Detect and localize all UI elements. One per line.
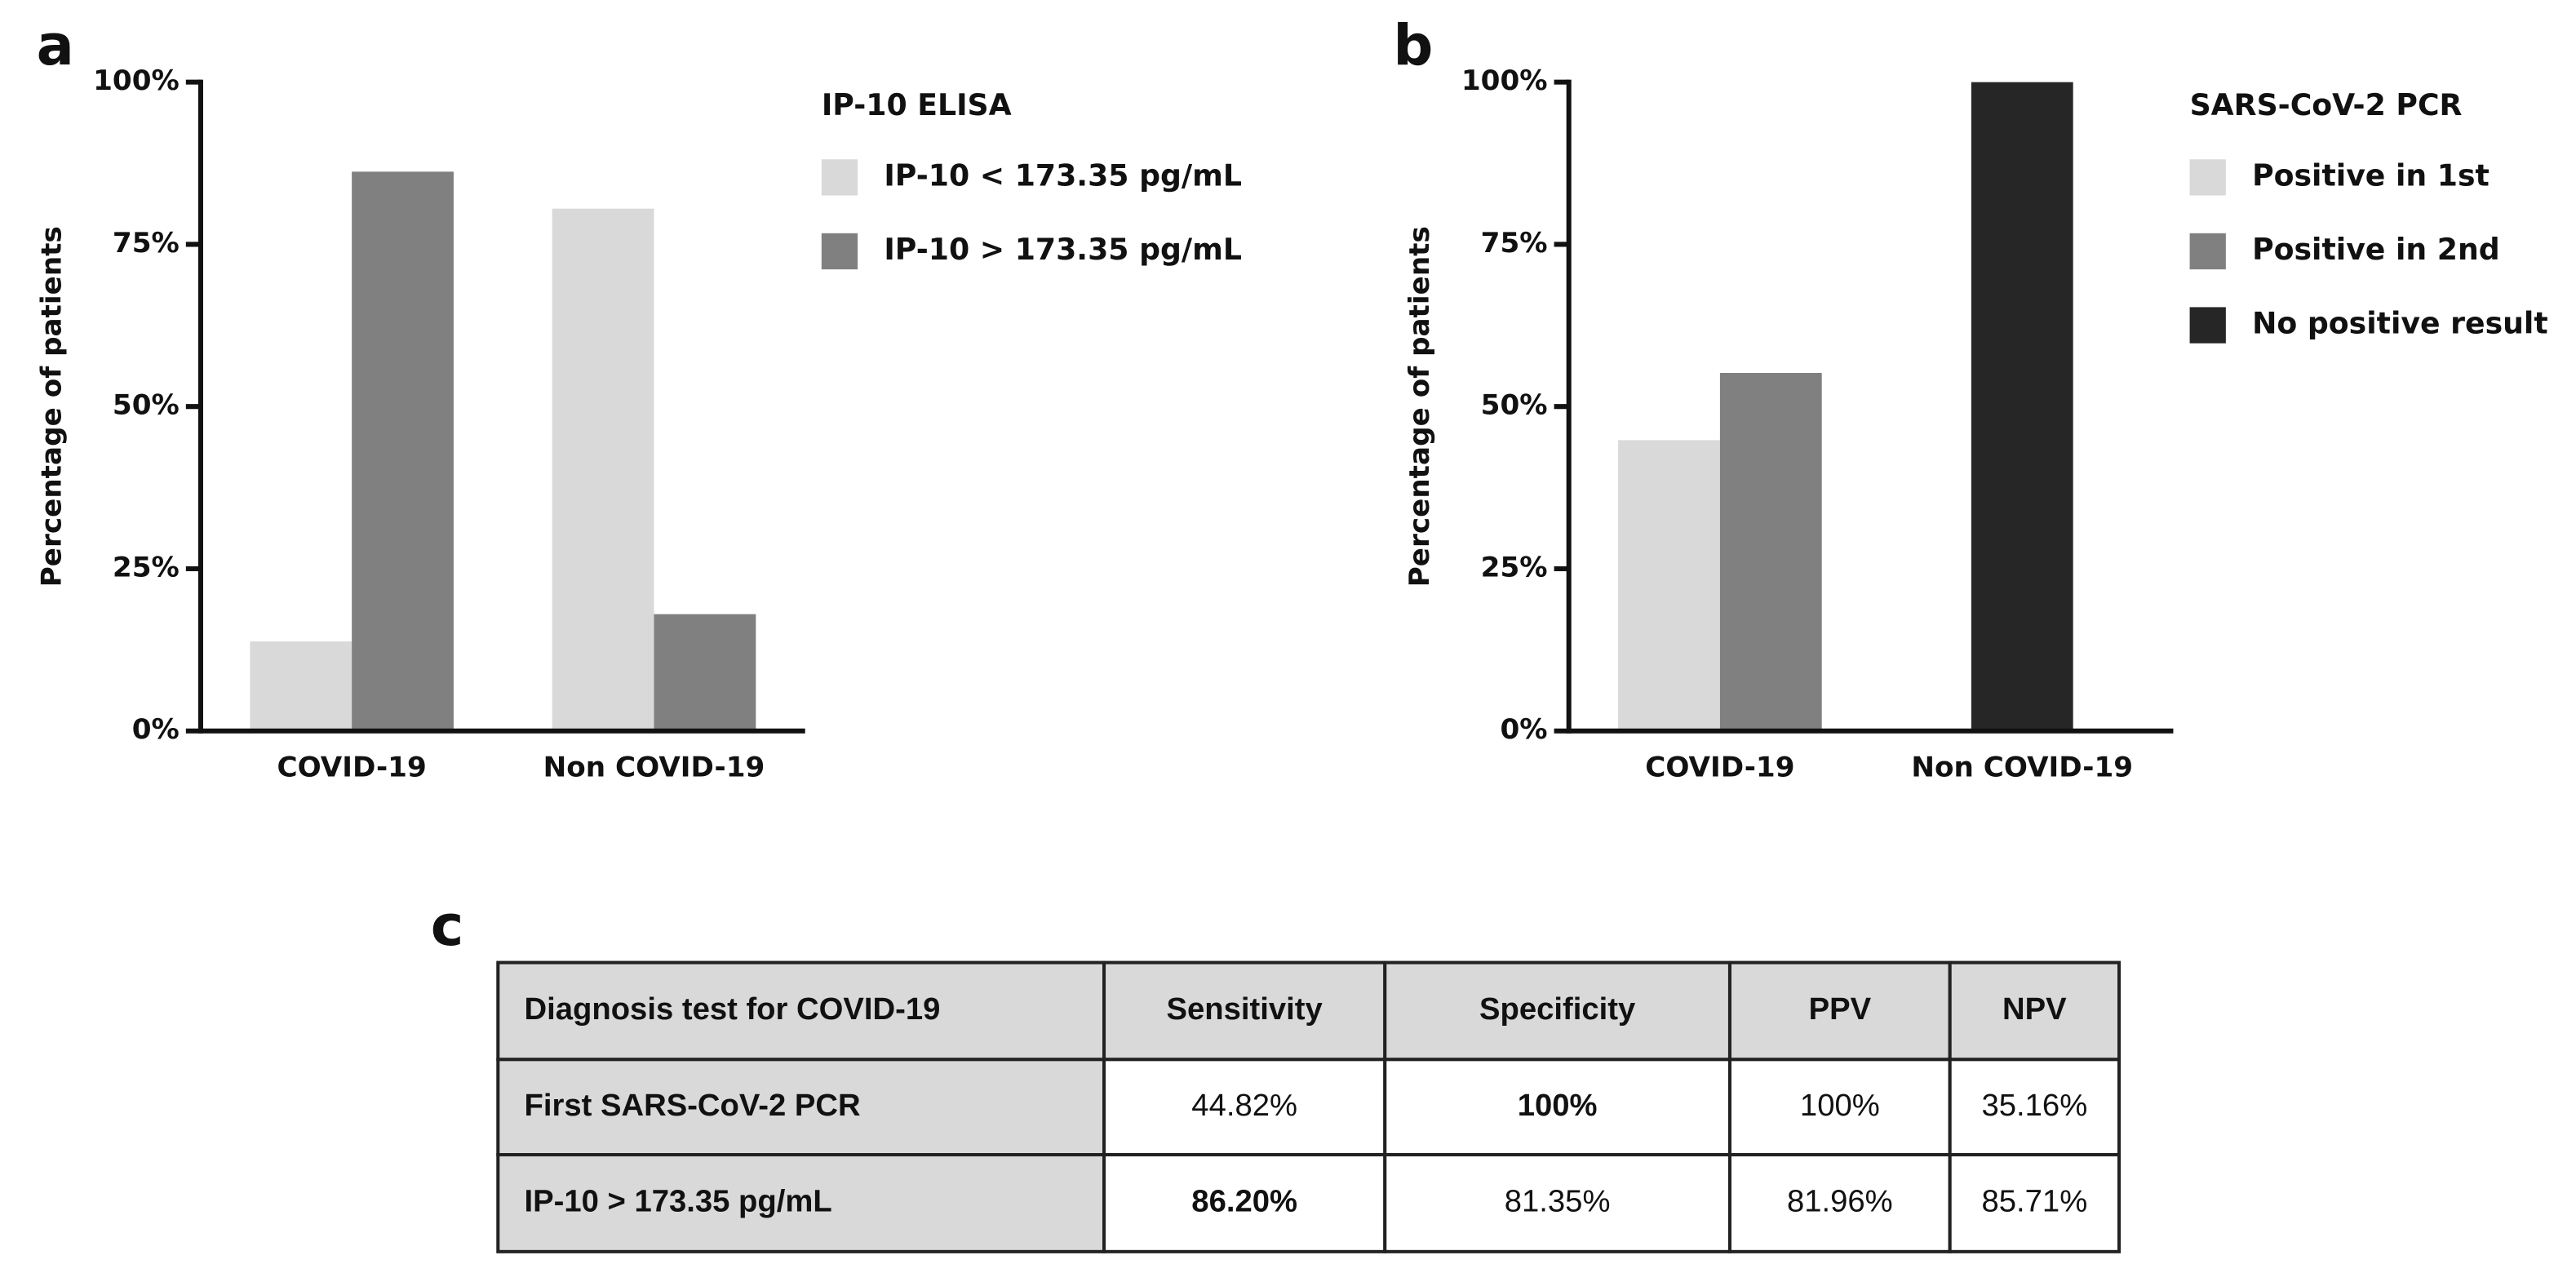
y-axis-title: Percentage of patients bbox=[35, 226, 68, 587]
table-header: Specificity bbox=[1479, 991, 1636, 1027]
x-tick-label: Non COVID-19 bbox=[1911, 752, 2133, 784]
table-value: 35.16% bbox=[1982, 1088, 2088, 1123]
legend-swatch bbox=[821, 159, 858, 196]
table-header: NPV bbox=[2002, 991, 2067, 1027]
legend-title: IP-10 ELISA bbox=[822, 87, 1012, 122]
legend-title: SARS-CoV-2 PCR bbox=[2190, 87, 2463, 122]
legend-swatch bbox=[2189, 307, 2226, 344]
table-cell bbox=[1948, 960, 2122, 1062]
table-header: Sensitivity bbox=[1167, 991, 1323, 1027]
table-value: 81.35% bbox=[1505, 1184, 1611, 1219]
table-value: 100% bbox=[1518, 1088, 1598, 1123]
panel-label: a bbox=[37, 13, 74, 78]
table-cell bbox=[1948, 1153, 2122, 1253]
bar bbox=[654, 614, 756, 731]
table-cell bbox=[1102, 1153, 1387, 1253]
y-tick-label: 50% bbox=[1481, 389, 1548, 422]
x-tick-label: Non COVID-19 bbox=[543, 752, 765, 784]
bar bbox=[1618, 440, 1720, 731]
table-value: 86.20% bbox=[1191, 1184, 1297, 1219]
legend-label: IP-10 > 173.35 pg/mL bbox=[884, 232, 1242, 267]
table-cell bbox=[1383, 1153, 1731, 1253]
table-header: PPV bbox=[1809, 991, 1872, 1027]
table-cell bbox=[1948, 1058, 2122, 1157]
table-cell bbox=[1102, 1058, 1387, 1157]
bar bbox=[250, 641, 352, 731]
table-cell bbox=[1727, 1153, 1952, 1253]
y-tick-label: 0% bbox=[132, 713, 180, 746]
y-tick-label: 75% bbox=[113, 227, 180, 259]
table-cell bbox=[496, 1058, 1106, 1157]
y-tick-label: 50% bbox=[113, 389, 180, 422]
table-value: First SARS-CoV-2 PCR bbox=[525, 1088, 861, 1123]
bar bbox=[352, 171, 454, 731]
bar bbox=[1719, 373, 1822, 731]
panel-label: c bbox=[431, 894, 464, 959]
legend-label: Positive in 2nd bbox=[2252, 232, 2500, 267]
table-cell bbox=[1383, 960, 1731, 1062]
x-tick-label: COVID-19 bbox=[1645, 752, 1794, 784]
y-tick-label: 75% bbox=[1481, 227, 1548, 259]
bar bbox=[1971, 82, 2073, 731]
table-cell bbox=[496, 1153, 1106, 1253]
y-tick-label: 25% bbox=[113, 551, 180, 583]
x-tick-label: COVID-19 bbox=[277, 752, 427, 784]
y-tick-label: 100% bbox=[1461, 64, 1548, 97]
table-value: 81.96% bbox=[1787, 1184, 1893, 1219]
legend-label: Positive in 1st bbox=[2252, 157, 2490, 193]
y-axis-title: Percentage of patients bbox=[1403, 226, 1436, 587]
panel-label: b bbox=[1393, 13, 1433, 78]
y-tick-label: 100% bbox=[93, 64, 180, 97]
legend-swatch bbox=[2189, 159, 2226, 196]
table-value: IP-10 > 173.35 pg/mL bbox=[525, 1184, 832, 1219]
table-cell bbox=[1383, 1058, 1731, 1157]
table-value: 44.82% bbox=[1191, 1088, 1297, 1123]
bar bbox=[552, 208, 654, 731]
legend-swatch bbox=[2189, 233, 2226, 270]
table-value: 100% bbox=[1800, 1088, 1880, 1123]
y-tick-label: 25% bbox=[1481, 551, 1548, 583]
legend-label: IP-10 < 173.35 pg/mL bbox=[884, 157, 1242, 193]
legend-label: No positive result bbox=[2252, 306, 2548, 341]
table-value: 85.71% bbox=[1982, 1184, 2088, 1219]
legend-swatch bbox=[821, 233, 858, 270]
y-tick-label: 0% bbox=[1500, 713, 1547, 746]
table-header: Diagnosis test for COVID-19 bbox=[525, 991, 941, 1027]
